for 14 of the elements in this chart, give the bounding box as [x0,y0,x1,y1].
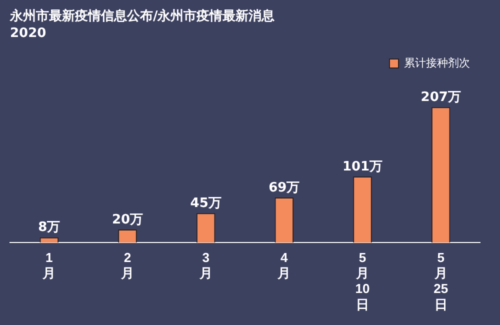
x-tick-label: 3 月 [198,250,212,281]
x-tick-label: 2 月 [120,250,134,281]
data-label: 207万 [420,90,461,106]
x-tick-label: 5 月 10 日 [355,250,370,312]
data-label: 69万 [268,180,300,196]
data-label: 8万 [38,220,60,236]
chart-title: 永州市最新疫情信息公布/永州市疫情最新消息2020 [10,8,276,42]
x-tick-label: 1 月 [42,250,56,281]
data-label: 45万 [190,196,222,212]
x-tick-label: 5 月 25 日 [433,250,448,312]
data-label: 20万 [112,212,144,228]
data-label: 101万 [342,159,383,174]
legend-label: 累计接种剂次 [404,56,470,70]
x-tick-label: 4 月 [276,250,291,281]
